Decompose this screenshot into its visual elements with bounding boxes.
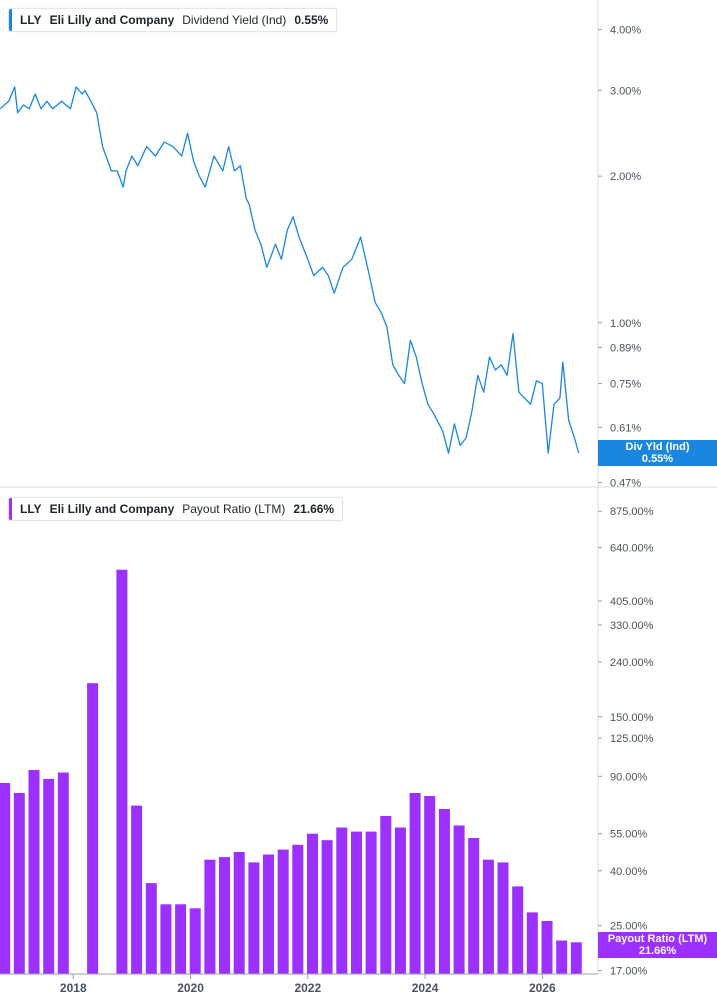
top-y-tick-label: 3.00% (610, 85, 641, 97)
payout-bar (248, 862, 260, 974)
top-legend-value: 0.55% (294, 13, 329, 27)
top-y-tick-label: 0.89% (610, 342, 641, 354)
payout-bar (570, 942, 582, 974)
payout-swatch-icon (9, 498, 12, 520)
payout-bar (28, 770, 40, 974)
bottom-y-tick-label: 17.00% (610, 966, 648, 978)
payout-bar (394, 827, 406, 974)
payout-bar (57, 772, 69, 974)
top-legend-ticker: LLY (20, 13, 42, 27)
payout-tag-value: 21.66% (638, 945, 677, 957)
payout-bar (87, 683, 99, 974)
dividend-tag-label: Div Yld (Ind) (625, 441, 690, 453)
payout-value-tag: Payout Ratio (LTM) 21.66% (598, 932, 717, 958)
payout-bar (409, 793, 421, 974)
payout-bar (219, 857, 230, 974)
payout-bar (233, 852, 245, 974)
dividend-yield-line (0, 86, 580, 454)
payout-bar (512, 886, 524, 974)
payout-tag-label: Payout Ratio (LTM) (607, 933, 708, 945)
top-y-tick-label: 0.75% (610, 379, 641, 391)
payout-bar (263, 854, 274, 974)
payout-bar (131, 805, 143, 974)
payout-bar (541, 921, 553, 974)
bottom-y-tick-label: 40.00% (610, 866, 648, 878)
bottom-y-tick-label: 25.00% (610, 921, 648, 933)
bottom-y-tick-label: 240.00% (610, 657, 654, 669)
x-tick-label: 2026 (529, 981, 556, 995)
bottom-legend-company: Eli Lilly and Company (49, 502, 175, 516)
x-tick-label: 2022 (294, 981, 321, 995)
payout-bar (160, 904, 172, 974)
payout-bar (145, 883, 157, 974)
x-tick-label: 2024 (412, 981, 439, 995)
payout-bar (453, 825, 465, 974)
payout-bar (380, 816, 392, 974)
x-tick-label: 2018 (60, 981, 87, 995)
dividend-tag-value: 0.55% (641, 453, 674, 465)
bottom-y-tick-label: 90.00% (610, 771, 648, 783)
top-y-tick-label: 1.00% (610, 318, 641, 330)
payout-bar (556, 940, 568, 974)
payout-bar (189, 908, 201, 974)
bottom-y-tick-label: 55.00% (610, 829, 648, 841)
top-y-tick-label: 4.00% (610, 25, 641, 37)
bottom-legend-value: 21.66% (293, 502, 335, 516)
payout-bar (321, 840, 333, 974)
payout-bar (438, 809, 450, 974)
payout-bar (292, 844, 304, 974)
bottom-y-tick-label: 875.00% (610, 506, 654, 518)
bottom-y-tick-label: 640.00% (610, 543, 654, 555)
payout-bar (468, 838, 480, 974)
dividend-swatch-icon (9, 9, 12, 31)
payout-bar (13, 793, 25, 974)
top-y-tick-label: 2.00% (610, 171, 641, 183)
payout-bar (204, 859, 216, 974)
payout-bar (365, 831, 377, 974)
payout-bar (336, 827, 348, 974)
payout-bar (43, 778, 55, 974)
bottom-y-tick-label: 125.00% (610, 733, 654, 745)
top-y-tick-label: 0.61% (610, 422, 641, 434)
bottom-y-tick-label: 330.00% (610, 620, 654, 632)
dividend-value-tag: Div Yld (Ind) 0.55% (598, 440, 717, 466)
payout-bar (277, 849, 289, 974)
bottom-y-tick-label: 150.00% (610, 712, 654, 724)
payout-bar (116, 569, 128, 974)
x-tick-label: 2020 (177, 981, 204, 995)
top-legend-company: Eli Lilly and Company (49, 13, 175, 27)
payout-bar (497, 862, 509, 974)
payout-bar (0, 783, 11, 974)
payout-bar (526, 912, 538, 974)
payout-bar (175, 904, 187, 974)
payout-bar (307, 833, 318, 974)
bottom-y-tick-label: 405.00% (610, 596, 654, 608)
payout-bar (482, 859, 494, 974)
bottom-legend[interactable]: LLY Eli Lilly and Company Payout Ratio (… (8, 497, 344, 521)
payout-bar (351, 831, 362, 974)
bottom-legend-ticker: LLY (20, 502, 42, 516)
bottom-legend-metric: Payout Ratio (LTM) (182, 502, 286, 516)
top-y-tick-label: 0.47% (610, 477, 641, 489)
top-legend-metric: Dividend Yield (Ind) (182, 13, 287, 27)
top-legend[interactable]: LLY Eli Lilly and Company Dividend Yield… (8, 8, 338, 32)
payout-bar (424, 796, 436, 974)
